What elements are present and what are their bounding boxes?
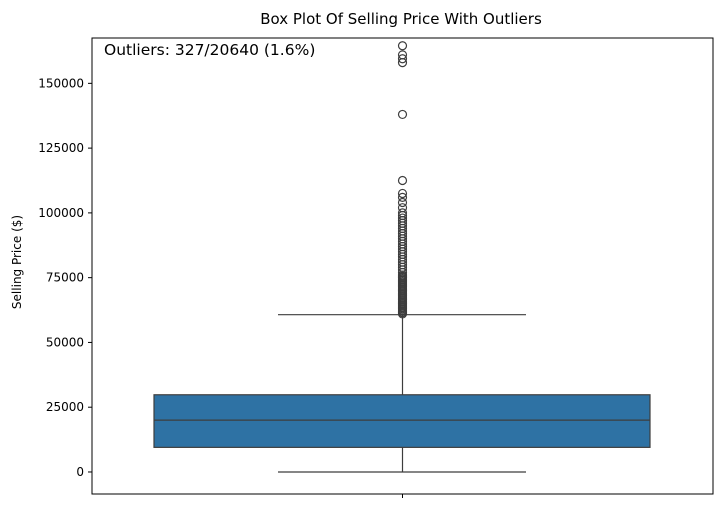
plot-area: 0 25000 50000 75000 100000 125000 150000 [38, 37, 714, 498]
outlier-point [397, 109, 408, 120]
outlier-point [397, 41, 408, 51]
outlier-point [397, 50, 408, 60]
y-tick-label: 125000 [38, 141, 84, 155]
outlier-point [397, 192, 408, 202]
outlier-annotation: Outliers: 327/20640 (1.6%) [104, 41, 315, 59]
chart-title: Box Plot Of Selling Price With Outliers [260, 10, 542, 28]
y-tick-label: 0 [76, 465, 84, 479]
outlier-point [397, 208, 408, 218]
y-tick-label: 150000 [38, 76, 84, 90]
iqr-box [153, 394, 651, 448]
y-axis-label: Selling Price ($) [10, 215, 24, 309]
outlier-point [397, 188, 408, 199]
outlier-point [397, 175, 408, 186]
y-tick-label: 25000 [46, 400, 84, 414]
outlier-point [397, 197, 408, 208]
y-tick-label: 100000 [38, 206, 84, 220]
outlier-point [397, 203, 408, 213]
y-tick-label: 75000 [46, 271, 84, 285]
y-tick-label: 50000 [46, 335, 84, 349]
outlier-point [397, 213, 408, 223]
outlier-point [397, 54, 408, 64]
